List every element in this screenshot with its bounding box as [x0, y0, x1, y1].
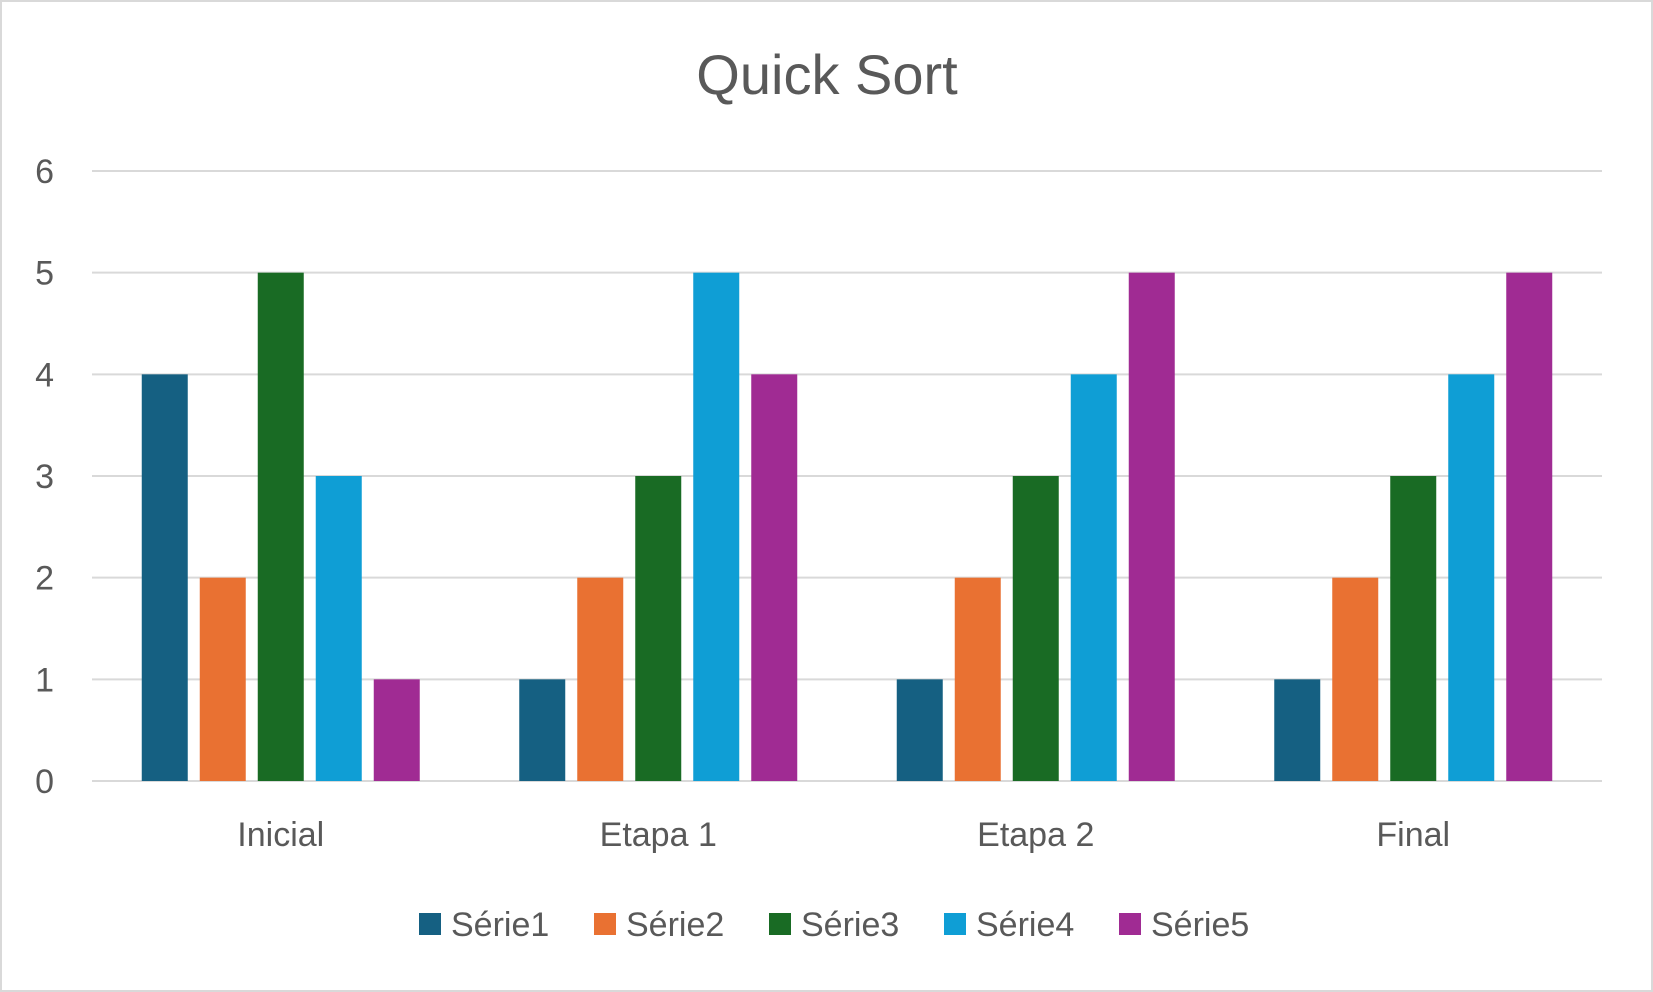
legend-swatch — [944, 913, 966, 935]
bar-srie2-1 — [577, 577, 624, 781]
legend-swatch — [419, 913, 441, 935]
y-tick-label: 1 — [35, 661, 54, 699]
legend-label: Série1 — [451, 906, 549, 944]
bar-srie4-3 — [1448, 374, 1495, 781]
bar-srie4-2 — [1070, 374, 1117, 781]
y-tick-label: 3 — [35, 458, 54, 496]
x-category-label: Inicial — [237, 816, 324, 854]
x-category-label: Final — [1376, 816, 1450, 854]
bar-srie3-3 — [1390, 476, 1437, 781]
bar-srie5-1 — [751, 374, 798, 781]
bar-srie1-3 — [1274, 679, 1321, 781]
legend-label: Série3 — [801, 906, 899, 944]
y-axis-tick-labels: 0 1 2 3 4 5 6 — [35, 153, 54, 801]
bar-srie5-2 — [1128, 272, 1175, 781]
bar-srie1-0 — [141, 374, 188, 781]
bar-srie5-3 — [1506, 272, 1553, 781]
legend: Série1 Série2 Série3 Série4 Série5 — [419, 906, 1249, 944]
x-category-label: Etapa 2 — [977, 816, 1094, 854]
bar-srie5-0 — [373, 679, 420, 781]
legend-swatch — [769, 913, 791, 935]
bar-srie1-2 — [896, 679, 943, 781]
y-tick-label: 0 — [35, 763, 54, 801]
x-category-label: Etapa 1 — [600, 816, 717, 854]
y-tick-label: 6 — [35, 153, 54, 191]
bar-srie4-0 — [315, 476, 362, 781]
x-axis-category-labels: Inicial Etapa 1 Etapa 2 Final — [237, 816, 1450, 854]
bar-series — [141, 272, 1553, 781]
y-tick-label: 5 — [35, 255, 54, 293]
bar-srie1-1 — [519, 679, 566, 781]
y-tick-label: 4 — [35, 356, 54, 394]
bar-srie2-3 — [1332, 577, 1379, 781]
y-tick-label: 2 — [35, 560, 54, 598]
bar-srie4-1 — [693, 272, 740, 781]
legend-label: Série4 — [976, 906, 1074, 944]
legend-label: Série5 — [1151, 906, 1249, 944]
legend-swatch — [1119, 913, 1141, 935]
bar-srie3-1 — [635, 476, 682, 781]
bar-srie2-0 — [199, 577, 246, 781]
bar-srie2-2 — [954, 577, 1001, 781]
bar-srie3-2 — [1012, 476, 1059, 781]
bar-srie3-0 — [257, 272, 304, 781]
legend-label: Série2 — [626, 906, 724, 944]
chart-title: Quick Sort — [696, 43, 958, 106]
legend-swatch — [594, 913, 616, 935]
